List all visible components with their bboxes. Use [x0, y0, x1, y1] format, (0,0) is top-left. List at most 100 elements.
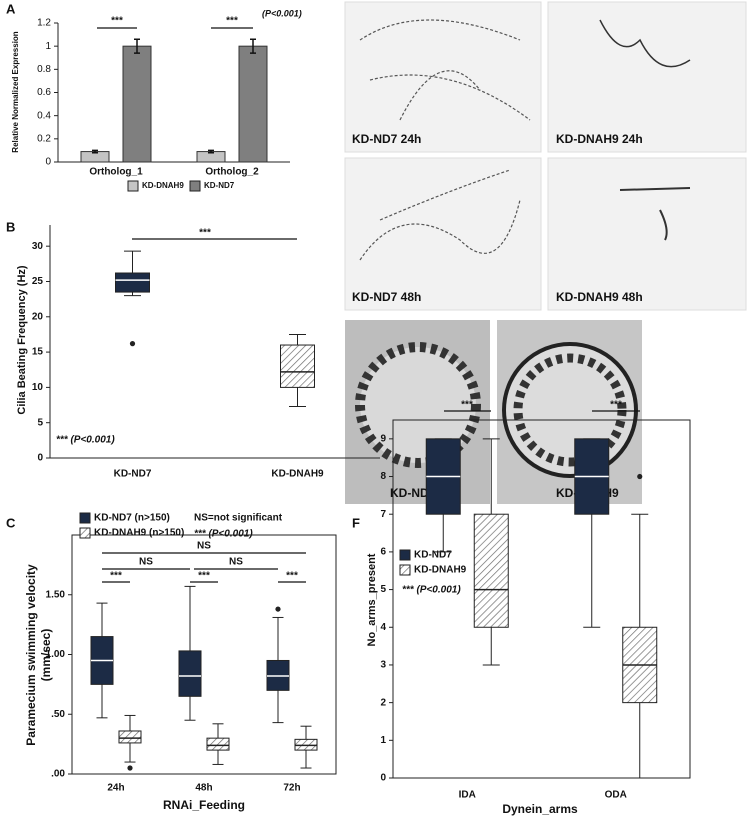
- legend-swatch: [127, 180, 139, 192]
- y-tick-label: 8: [380, 471, 386, 482]
- y-tick-label: 0.6: [37, 87, 51, 98]
- y-tick-label: 9: [380, 433, 386, 444]
- legend-swatch: [399, 549, 411, 561]
- error-bar: [250, 38, 256, 54]
- y-tick-label: 30: [32, 241, 44, 252]
- annotation: NS=not significant: [194, 513, 283, 524]
- y-tick-label: 1: [45, 41, 51, 52]
- axoneme: [513, 353, 627, 467]
- y-tick-label: 0.2: [37, 133, 51, 144]
- x-tick-label: KD-DNAH9: [271, 469, 324, 480]
- y-axis-label: (mm/sec): [39, 629, 53, 682]
- x-tick-label: KD-ND7: [114, 469, 152, 480]
- y-tick-label: 5: [37, 417, 43, 428]
- y-axis-label: Paramecium swimming velocity: [24, 564, 38, 746]
- panel-label: C: [6, 515, 16, 530]
- annotation: ***: [610, 400, 622, 411]
- legend-swatch: [79, 527, 91, 539]
- y-tick-label: 0.8: [37, 64, 51, 75]
- caption: KD-ND7 24h: [352, 132, 421, 146]
- outlier: [637, 473, 643, 480]
- y-tick-label: 3: [380, 660, 386, 671]
- trace: [619, 187, 691, 241]
- box: [178, 650, 202, 697]
- y-tick-label: .00: [51, 769, 65, 780]
- trace: [599, 19, 691, 68]
- annotation: NS: [139, 557, 153, 568]
- legend-label: KD-DNAH9: [142, 181, 184, 190]
- x-tick-label: Ortholog_1: [89, 167, 143, 178]
- legend-label: KD-ND7: [414, 550, 452, 561]
- x-tick-label: Ortholog_2: [205, 167, 259, 178]
- x-axis-label: Dynein_arms: [502, 802, 578, 816]
- y-tick-label: 25: [32, 276, 44, 287]
- y-tick-label: .50: [51, 709, 65, 720]
- panel-d: KD-ND7 24h KD-DNAH9 24h KD-ND7 48h KD-DN…: [344, 1, 747, 311]
- micrograph: [547, 1, 747, 153]
- y-tick-label: 7: [380, 509, 386, 520]
- y-tick-label: 1: [380, 735, 386, 746]
- x-tick-label: 24h: [107, 783, 124, 794]
- y-tick-label: 1.50: [46, 589, 66, 600]
- annotation: ***: [111, 16, 123, 27]
- y-tick-label: 5: [380, 584, 386, 595]
- box: [115, 272, 150, 293]
- micrograph: [547, 157, 747, 311]
- caption: KD-DNAH9 48h: [556, 290, 643, 304]
- error-bar: [92, 149, 98, 154]
- panel-label: B: [6, 219, 15, 234]
- y-tick-label: 20: [32, 311, 44, 322]
- y-axis-label: Relative Normalized Expression: [11, 31, 20, 152]
- error-bar: [134, 38, 140, 54]
- y-tick-label: 0: [37, 453, 43, 464]
- outlier: [127, 765, 133, 771]
- y-tick-label: 2: [380, 697, 386, 708]
- panel-label: F: [352, 515, 360, 530]
- panel-label: A: [6, 1, 16, 16]
- legend-swatch: [79, 512, 91, 524]
- error-bar: [208, 149, 214, 154]
- x-tick-label: 48h: [195, 783, 212, 794]
- x-tick-label: ODA: [605, 790, 627, 801]
- annotation: ***: [226, 16, 238, 27]
- micrograph: [344, 157, 542, 311]
- annotation: *** (P<0.001): [194, 529, 253, 540]
- y-tick-label: 0: [45, 157, 51, 168]
- x-tick-label: IDA: [459, 790, 476, 801]
- y-tick-label: 0.4: [37, 110, 51, 121]
- box: [118, 730, 142, 744]
- outlier: [129, 341, 136, 347]
- y-tick-label: 6: [380, 547, 386, 558]
- y-axis-label: No_arms_present: [366, 553, 378, 646]
- legend-label: KD-DNAH9: [414, 565, 467, 576]
- annotation: ***: [286, 571, 298, 582]
- annotation: ***: [198, 571, 210, 582]
- axoneme: [355, 342, 481, 468]
- trace: [359, 19, 531, 121]
- legend-label: KD-ND7: [204, 181, 235, 190]
- trace: [359, 169, 521, 261]
- legend-swatch: [189, 180, 201, 192]
- annotation: NS: [197, 541, 211, 552]
- y-tick-label: 0: [380, 773, 386, 784]
- y-tick-label: 1.2: [37, 18, 51, 29]
- box: [206, 737, 230, 751]
- annotation: ***: [461, 400, 473, 411]
- box: [280, 344, 315, 388]
- legend-swatch: [399, 564, 411, 576]
- micrograph: [344, 1, 542, 153]
- y-axis-label: Cilia Beating Frequency (Hz): [16, 265, 28, 414]
- y-tick-label: 10: [32, 382, 44, 393]
- x-tick-label: 72h: [283, 783, 300, 794]
- annotation: ***: [110, 571, 122, 582]
- legend-label: KD-DNAH9 (n>150): [94, 528, 184, 539]
- annotation: NS: [229, 557, 243, 568]
- y-tick-label: 1.00: [46, 649, 66, 660]
- bar: [238, 45, 268, 163]
- outlier: [275, 606, 281, 612]
- caption: KD-DNAH9 24h: [556, 132, 643, 146]
- caption: KD-ND7 48h: [352, 290, 421, 304]
- y-tick-label: 4: [380, 622, 386, 633]
- plot-frame: [392, 419, 691, 779]
